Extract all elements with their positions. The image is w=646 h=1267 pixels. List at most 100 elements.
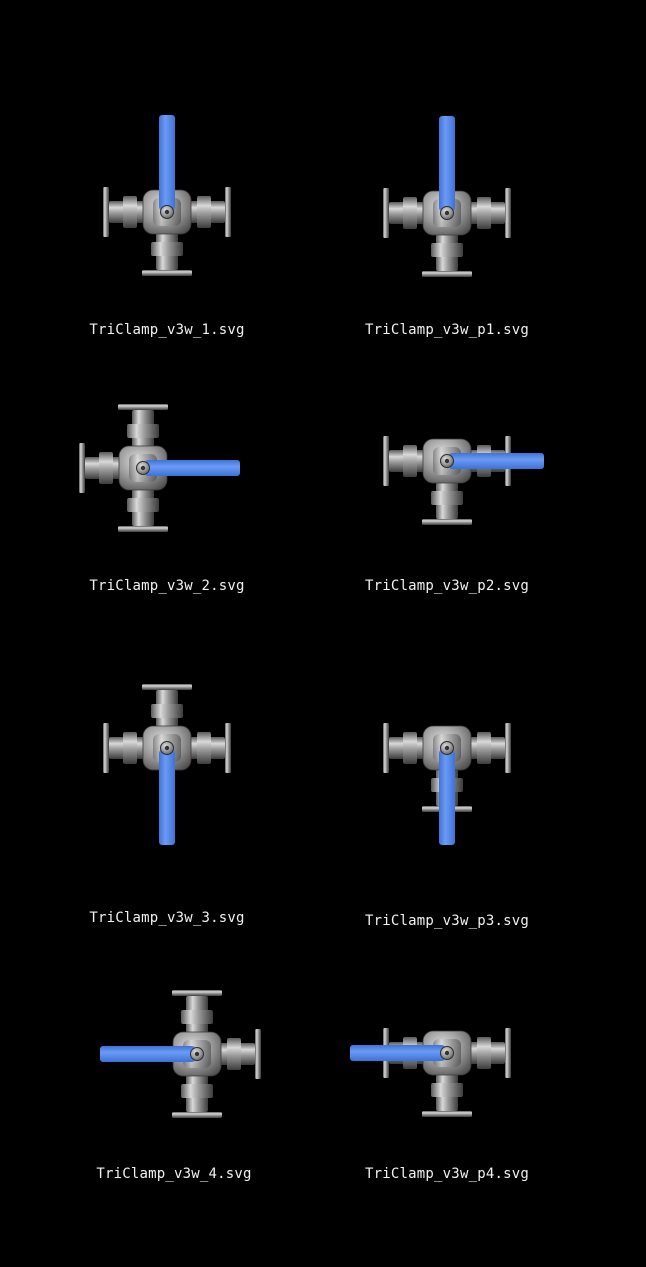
valve-cell-1 — [90, 90, 250, 290]
handle-lever — [350, 1045, 445, 1061]
valve-assembly — [103, 115, 231, 276]
valve-label-p2: TriClamp_v3w_p2.svg — [365, 578, 529, 594]
clamp-collar — [181, 1084, 213, 1098]
flange — [172, 990, 222, 996]
port-left — [103, 187, 147, 237]
port-bottom — [118, 488, 168, 532]
valve-assembly — [103, 684, 231, 845]
port-right — [187, 723, 231, 773]
clamp-collar — [123, 732, 137, 764]
port-top — [118, 404, 168, 448]
handle-lever — [145, 460, 240, 476]
clamp-collar — [403, 732, 417, 764]
clamp-collar — [477, 1037, 491, 1069]
flange — [383, 436, 389, 486]
valve-label-p4: TriClamp_v3w_p4.svg — [365, 1166, 529, 1182]
valve-cell-4 — [75, 985, 275, 1125]
clamp-collar — [99, 452, 113, 484]
clamp-collar — [127, 498, 159, 512]
clamp-collar — [431, 243, 463, 257]
flange — [103, 723, 109, 773]
flange — [103, 187, 109, 237]
port-right — [467, 188, 511, 238]
flange — [505, 188, 511, 238]
clamp-collar — [477, 197, 491, 229]
valve-cell-p4 — [325, 1020, 525, 1130]
valve-label-2: TriClamp_v3w_2.svg — [89, 578, 245, 594]
valve-assembly — [100, 990, 261, 1118]
handle-lever — [100, 1046, 195, 1062]
handle-lever — [159, 750, 175, 845]
valve-cell-2 — [70, 395, 270, 545]
valve-icon-v3w-2 — [79, 404, 240, 532]
valve-icon-v3w-p1 — [383, 116, 511, 277]
clamp-collar — [181, 1010, 213, 1024]
valve-icon-v3w-3 — [103, 684, 231, 845]
stem-center — [444, 210, 450, 216]
stem-center — [444, 458, 450, 464]
clamp-collar — [477, 732, 491, 764]
flange — [422, 519, 472, 525]
port-right — [467, 723, 511, 773]
port-bottom — [422, 481, 472, 525]
clamp-collar — [227, 1038, 241, 1070]
valve-icon-v3w-1 — [103, 115, 231, 276]
valve-cell-p1 — [366, 90, 526, 290]
valve-assembly — [383, 116, 511, 277]
flange — [225, 723, 231, 773]
stem-center — [194, 1051, 200, 1057]
flange — [505, 723, 511, 773]
handle-lever — [159, 115, 175, 210]
flange — [79, 443, 85, 493]
stem-center — [164, 745, 170, 751]
clamp-collar — [431, 491, 463, 505]
handle-lever — [439, 750, 455, 845]
stem-center — [444, 745, 450, 751]
clamp-collar — [123, 196, 137, 228]
clamp-collar — [151, 704, 183, 718]
clamp-collar — [197, 732, 211, 764]
clamp-collar — [197, 196, 211, 228]
flange — [172, 1112, 222, 1118]
port-right — [217, 1029, 261, 1079]
port-bottom — [142, 232, 192, 276]
port-right — [467, 1028, 511, 1078]
valve-label-3: TriClamp_v3w_3.svg — [89, 910, 245, 926]
stem-center — [140, 465, 146, 471]
flange — [142, 684, 192, 690]
flange — [118, 404, 168, 410]
flange — [118, 526, 168, 532]
flange — [422, 271, 472, 277]
valve-cell-p3 — [366, 715, 526, 875]
flange — [255, 1029, 261, 1079]
flange — [383, 723, 389, 773]
valve-assembly — [383, 723, 511, 845]
valve-label-p3: TriClamp_v3w_p3.svg — [365, 913, 529, 929]
port-left — [383, 723, 427, 773]
port-right — [187, 187, 231, 237]
handle-lever — [449, 453, 544, 469]
port-bottom — [172, 1074, 222, 1118]
valve-cell-3 — [90, 675, 250, 875]
port-top — [172, 990, 222, 1034]
clamp-collar — [431, 1083, 463, 1097]
port-left — [383, 436, 427, 486]
stem-center — [164, 209, 170, 215]
flange — [422, 1111, 472, 1117]
port-bottom — [422, 233, 472, 277]
clamp-collar — [127, 424, 159, 438]
valve-label-1: TriClamp_v3w_1.svg — [89, 322, 245, 338]
port-top — [142, 684, 192, 728]
clamp-collar — [403, 197, 417, 229]
valve-assembly — [350, 1028, 511, 1117]
flange — [383, 188, 389, 238]
clamp-collar — [403, 445, 417, 477]
port-left — [383, 188, 427, 238]
port-left — [103, 723, 147, 773]
flange — [225, 187, 231, 237]
stem-center — [444, 1050, 450, 1056]
valve-label-4: TriClamp_v3w_4.svg — [96, 1166, 252, 1182]
handle-lever — [439, 116, 455, 211]
valve-assembly — [383, 436, 544, 525]
clamp-collar — [151, 242, 183, 256]
